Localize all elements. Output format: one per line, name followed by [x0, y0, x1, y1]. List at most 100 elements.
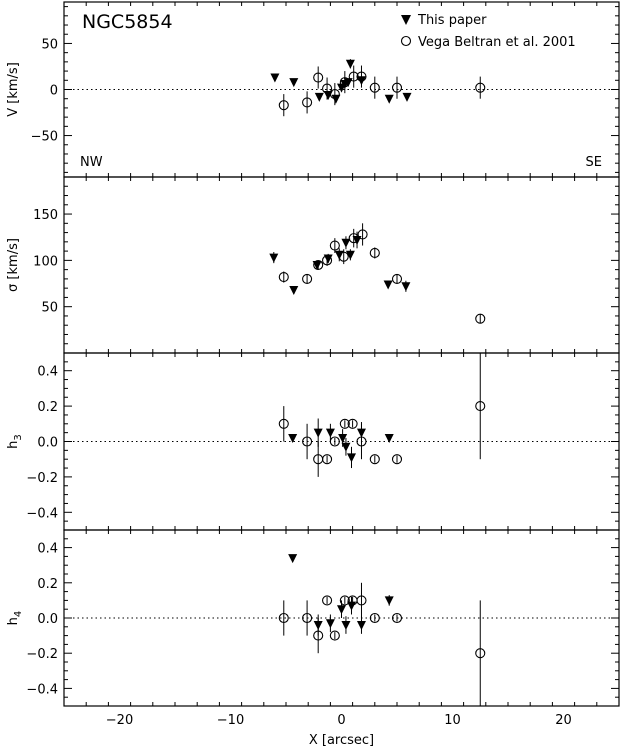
this-paper-point	[345, 59, 355, 69]
y-tick-label: 0.0	[37, 612, 58, 627]
legend-label-this-paper: This paper	[417, 13, 487, 28]
y-tick-label: 100	[33, 254, 58, 269]
vega-beltran-point	[302, 97, 313, 108]
y-tick-label: 150	[33, 208, 58, 223]
this-paper-point	[341, 442, 351, 452]
vega-beltran-point	[329, 89, 340, 100]
y-tick-label: −50	[31, 130, 58, 145]
this-paper-point	[401, 282, 411, 292]
y-tick-label: 50	[41, 301, 58, 316]
vega-beltran-point	[322, 83, 333, 94]
vega-beltran-point	[338, 251, 349, 262]
vega-beltran-point	[348, 233, 359, 244]
y-tick-label: 50	[41, 37, 58, 52]
this-paper-point	[325, 619, 335, 629]
y-axis-label-sigma: σ [km/s]	[6, 238, 21, 292]
vega-beltran-point	[356, 595, 367, 606]
this-paper-point	[337, 605, 346, 615]
vega-beltran-point	[347, 418, 358, 429]
vega-beltran-point	[322, 454, 333, 465]
y-axis-label-v: V [km/s]	[6, 62, 21, 117]
vega-beltran-point	[329, 630, 340, 641]
vega-beltran-point	[278, 100, 289, 111]
vega-beltran-point	[339, 77, 350, 88]
this-paper-point	[338, 433, 348, 443]
this-paper-point	[289, 286, 299, 296]
panel-sigma-frame	[63, 176, 620, 354]
x-tick-label: 10	[444, 713, 461, 728]
this-paper-point	[384, 94, 394, 104]
vega-beltran-point	[369, 82, 380, 93]
vega-beltran-point	[313, 259, 324, 271]
legend-marker-this-paper	[401, 15, 411, 25]
vega-beltran-point	[391, 454, 403, 465]
legend-label-vega-beltran: Vega Beltran et al. 2001	[418, 35, 576, 50]
this-paper-point	[346, 453, 356, 463]
this-paper-point	[345, 250, 355, 260]
vega-beltran-point	[391, 82, 403, 93]
vega-beltran-point	[302, 436, 313, 447]
vega-beltran-point	[278, 612, 289, 624]
this-paper-point	[288, 433, 298, 443]
vega-beltran-point	[329, 240, 340, 251]
vega-beltran-point	[278, 271, 289, 283]
annotation-nw: NW	[80, 155, 103, 170]
y-tick-label: 0.4	[37, 542, 58, 557]
this-paper-point	[325, 428, 335, 438]
y-tick-label: 0	[50, 84, 58, 99]
y-axis-label-h3: h3	[6, 434, 24, 449]
this-paper-point	[402, 92, 412, 102]
this-paper-point	[314, 92, 324, 102]
chart-title: NGC5854	[82, 11, 173, 33]
this-paper-point	[269, 253, 279, 263]
y-tick-label: −0.4	[26, 682, 58, 697]
vega-beltran-point	[475, 401, 486, 412]
y-tick-label: 0.2	[37, 400, 58, 415]
vega-beltran-point	[391, 273, 403, 284]
legend-marker-vega-beltran	[400, 35, 412, 47]
vega-beltran-point	[322, 595, 333, 606]
vega-beltran-point	[329, 436, 340, 447]
vega-beltran-point	[339, 418, 350, 429]
vega-beltran-point	[369, 612, 380, 624]
y-axis-label-h4: h4	[6, 611, 24, 626]
y-tick-label: −0.4	[26, 506, 58, 521]
y-tick-label: −0.2	[26, 471, 58, 486]
this-paper-point	[313, 428, 323, 438]
this-paper-point	[384, 433, 394, 443]
vega-beltran-point	[313, 630, 324, 641]
vega-beltran-point	[369, 247, 380, 259]
vega-beltran-point	[475, 82, 486, 93]
legend: This paper Vega Beltran et al. 2001	[400, 13, 576, 50]
panel-h4: 0.4 0.2 0.0 −0.2 −0.4 h4	[6, 529, 620, 707]
vega-beltran-point	[302, 273, 313, 284]
x-tick-label: −10	[217, 713, 244, 728]
this-paper-point	[384, 596, 394, 606]
y-tick-label: 0.4	[37, 365, 58, 380]
vega-beltran-point	[313, 72, 324, 83]
vega-beltran-point	[356, 436, 367, 447]
vega-beltran-point	[369, 454, 380, 465]
annotation-se: SE	[586, 155, 602, 170]
vega-beltran-point	[357, 229, 368, 240]
x-axis-label: X [arcsec]	[309, 733, 374, 748]
this-paper-point	[383, 280, 393, 290]
vega-beltran-point	[391, 612, 403, 624]
vega-beltran-point	[356, 71, 367, 82]
vega-beltran-point	[475, 313, 486, 324]
panel-v: 50 0 −50 V [km/s] NGC5854 NW SE This paper Vega …	[6, 1, 620, 178]
vega-beltran-point	[322, 255, 333, 266]
vega-beltran-point	[278, 418, 289, 429]
this-paper-point	[341, 621, 351, 631]
y-tick-label: 0.0	[37, 436, 58, 451]
this-paper-point	[289, 78, 299, 88]
this-paper-point	[312, 261, 322, 270]
vega-beltran-point	[339, 595, 350, 606]
x-tick-label: −20	[106, 713, 133, 728]
vega-beltran-point	[302, 612, 313, 624]
this-paper-point	[356, 621, 366, 631]
x-tick-label: 0	[337, 713, 345, 728]
panel-h3: 0.4 0.2 0.0 −0.2 −0.4 h3	[6, 352, 620, 531]
this-paper-point	[341, 238, 351, 248]
